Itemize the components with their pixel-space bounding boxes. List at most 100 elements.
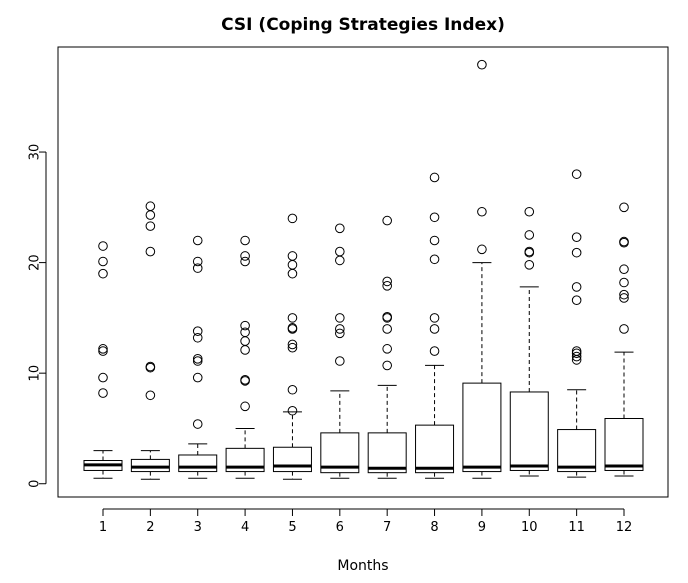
x-tick-label: 9 xyxy=(478,520,486,535)
x-tick-label: 2 xyxy=(146,520,154,535)
box-iqr xyxy=(367,432,407,474)
outlier-point xyxy=(98,241,108,251)
outlier-point xyxy=(335,356,345,366)
outlier-point xyxy=(287,323,298,333)
outlier-point xyxy=(192,353,203,364)
box-month-2 xyxy=(130,201,170,480)
box-iqr xyxy=(509,391,549,471)
x-axis-label: Months xyxy=(337,558,388,574)
outlier-point xyxy=(429,313,440,323)
y-tick-label: 0 xyxy=(28,480,43,488)
outlier-point xyxy=(240,256,250,267)
box-month-8 xyxy=(415,172,455,479)
x-tick-label: 6 xyxy=(336,520,344,535)
box-month-6 xyxy=(320,223,360,479)
box-iqr xyxy=(462,382,502,473)
box-month-4 xyxy=(225,235,265,479)
outlier-point xyxy=(571,346,582,356)
outlier-point xyxy=(382,360,392,371)
outlier-point xyxy=(192,235,203,246)
box-iqr xyxy=(178,454,218,473)
y-tick-label: 10 xyxy=(28,365,43,382)
outlier-point xyxy=(240,251,250,261)
box-iqr xyxy=(604,417,644,471)
outlier-point xyxy=(429,212,440,223)
outlier-point xyxy=(240,235,250,246)
outlier-point xyxy=(429,172,440,183)
outlier-point xyxy=(335,255,345,266)
outlier-point xyxy=(287,384,298,395)
plot-frame xyxy=(57,46,669,498)
outlier-point xyxy=(619,293,629,303)
outlier-point xyxy=(145,221,156,231)
y-tick-label: 20 xyxy=(28,254,43,271)
outlier-point xyxy=(192,326,203,336)
outlier-point xyxy=(524,206,535,217)
y-axis: 0 10 20 30 xyxy=(28,144,47,488)
outlier-point xyxy=(477,244,487,255)
x-tick-label: 5 xyxy=(288,520,296,535)
outlier-point xyxy=(571,282,582,292)
outlier-point xyxy=(429,254,440,265)
outlier-point xyxy=(240,345,250,355)
boxes-group xyxy=(83,59,644,480)
outlier-point xyxy=(382,281,392,291)
box-month-12 xyxy=(604,202,644,477)
outlier-point xyxy=(477,59,487,70)
outlier-point xyxy=(619,202,629,213)
outlier-point xyxy=(619,289,629,300)
outlier-point xyxy=(335,313,345,323)
outlier-point xyxy=(619,236,629,247)
outlier-point xyxy=(382,324,392,334)
outlier-point xyxy=(382,276,392,287)
outlier-point xyxy=(145,210,156,220)
outlier-point xyxy=(524,260,535,270)
x-axis: 1 2 3 4 5 6 7 8 9 10 11 12 xyxy=(99,508,632,535)
box-iqr xyxy=(415,424,455,474)
outlier-point xyxy=(287,339,298,350)
box-month-10 xyxy=(509,206,549,477)
outlier-point xyxy=(145,201,156,212)
box-month-9 xyxy=(462,59,502,479)
x-tick-label: 1 xyxy=(99,520,107,535)
outlier-point xyxy=(192,372,203,383)
outlier-point xyxy=(571,348,582,359)
box-month-11 xyxy=(557,169,597,478)
box-month-3 xyxy=(178,235,218,479)
outlier-point xyxy=(571,351,582,362)
outlier-point xyxy=(287,213,298,224)
outlier-point xyxy=(429,324,440,334)
outlier-point xyxy=(619,324,629,334)
outlier-point xyxy=(571,232,582,242)
outlier-point xyxy=(240,336,250,346)
outlier-point xyxy=(145,246,156,257)
outlier-point xyxy=(192,356,203,366)
box-month-7 xyxy=(367,215,407,479)
outlier-point xyxy=(98,268,108,279)
x-tick-label: 8 xyxy=(430,520,438,535)
outlier-point xyxy=(192,256,203,267)
outlier-point xyxy=(477,206,487,217)
outlier-point xyxy=(98,256,108,267)
outlier-point xyxy=(287,405,298,416)
outlier-point xyxy=(240,320,250,331)
outlier-point xyxy=(429,235,440,246)
outlier-point xyxy=(571,295,582,305)
outlier-point xyxy=(287,260,298,270)
x-tick-label: 4 xyxy=(241,520,249,535)
box-iqr xyxy=(130,458,170,473)
outlier-point xyxy=(240,401,250,412)
x-tick-label: 7 xyxy=(383,520,391,535)
outlier-point xyxy=(145,361,156,372)
box-month-5 xyxy=(272,213,312,480)
outlier-point xyxy=(335,223,345,234)
outlier-point xyxy=(192,419,203,429)
outlier-point xyxy=(287,251,298,261)
outlier-point xyxy=(619,264,629,275)
outlier-point xyxy=(287,313,298,323)
x-tick-label: 3 xyxy=(194,520,202,535)
x-tick-label: 11 xyxy=(568,520,585,535)
outlier-point xyxy=(382,311,392,322)
outlier-point xyxy=(429,346,440,356)
